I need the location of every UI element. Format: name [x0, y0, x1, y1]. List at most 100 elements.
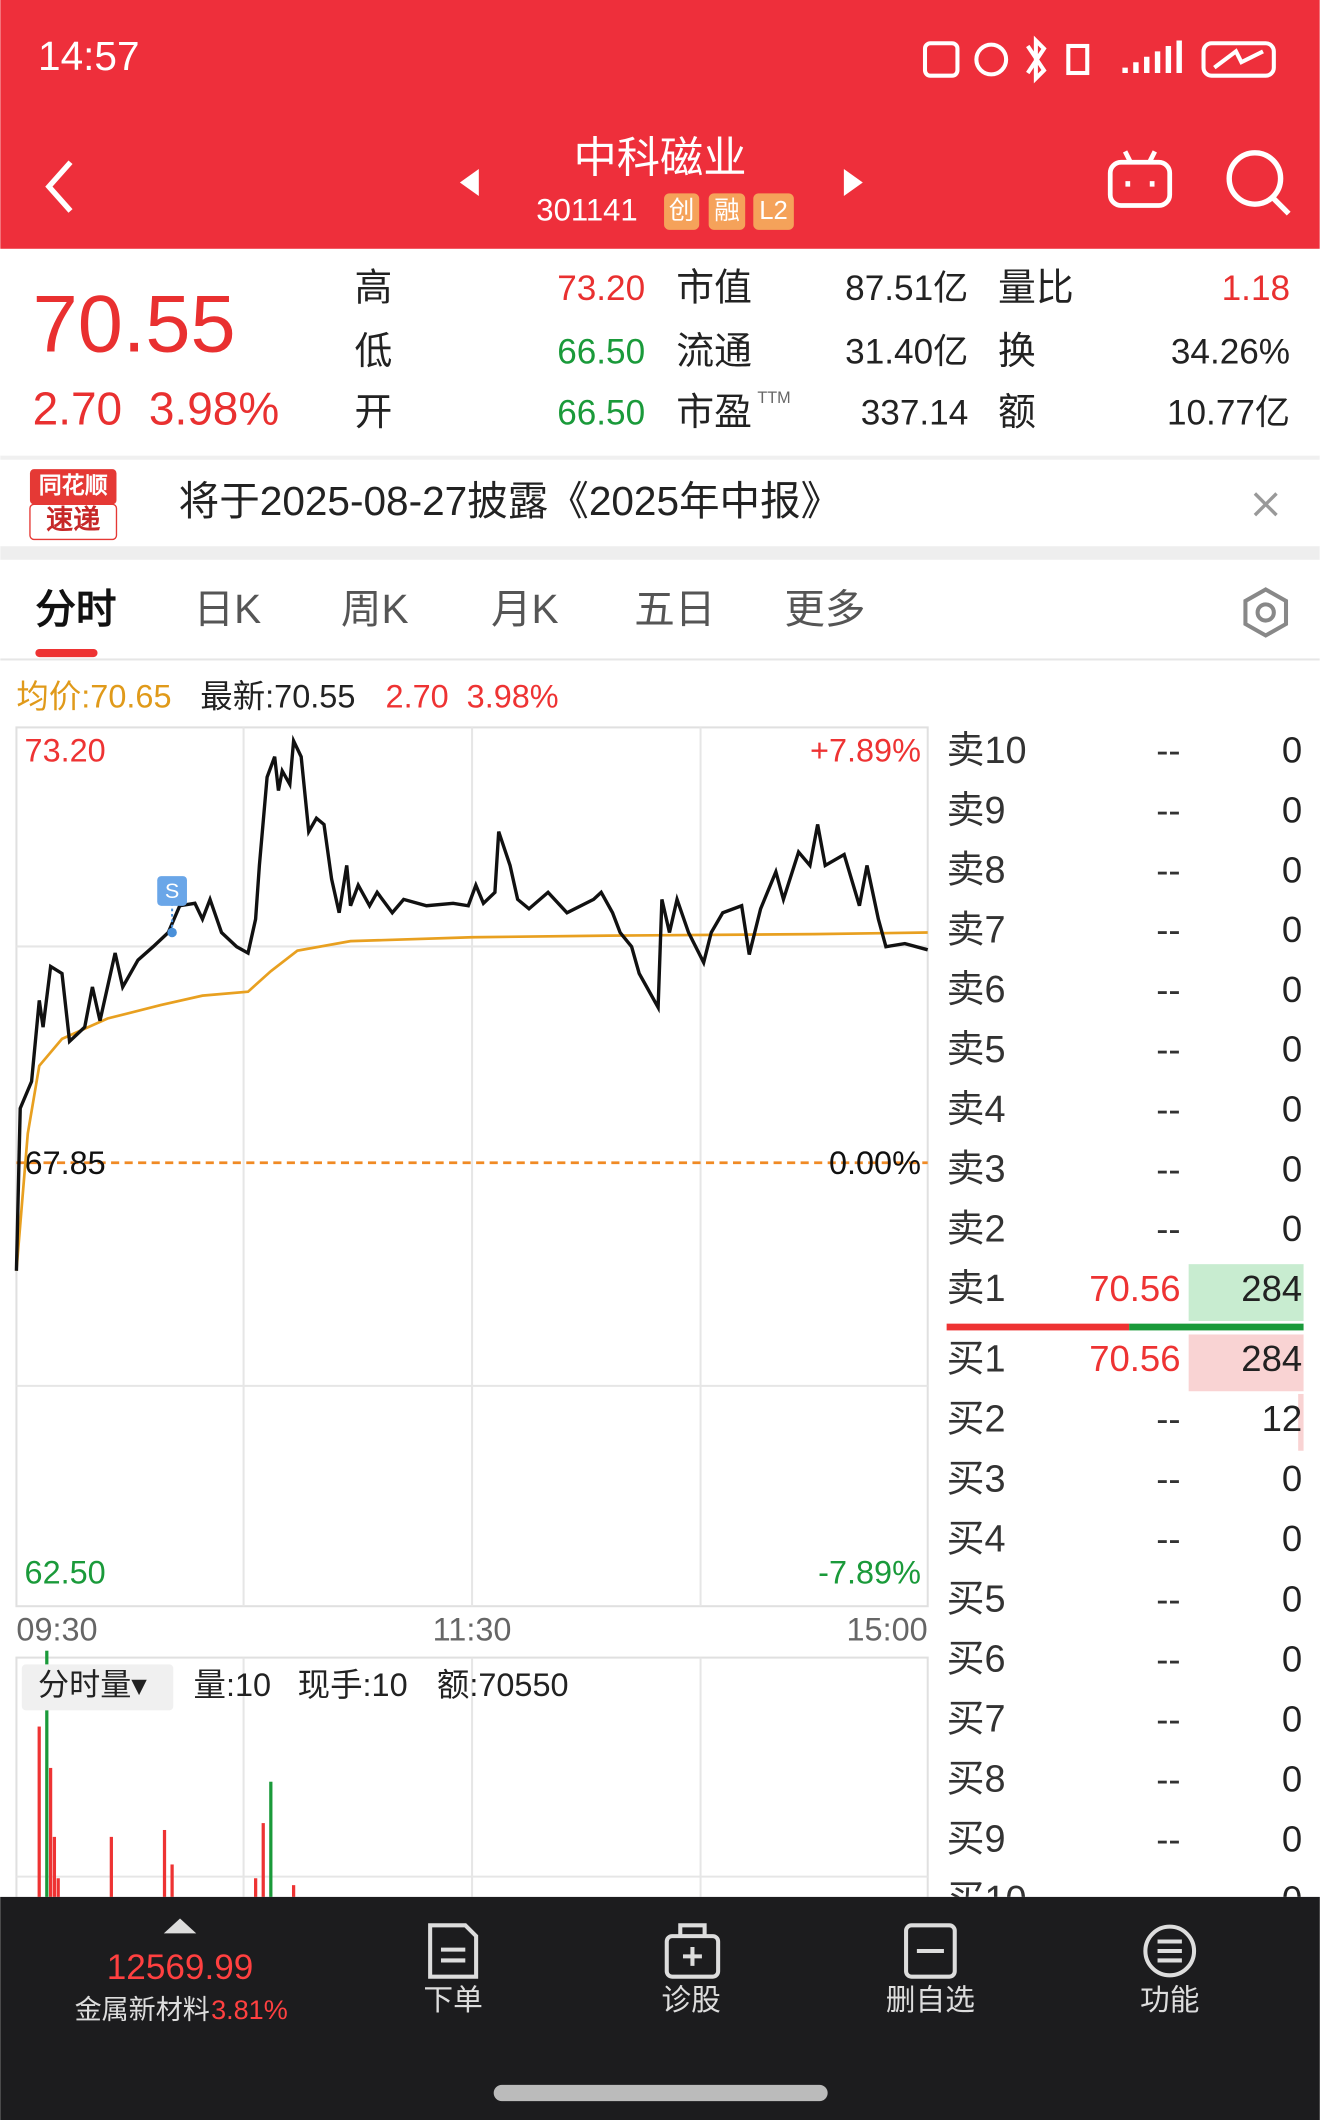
book-label: 卖6	[947, 969, 1006, 1011]
book-label: 买9	[947, 1819, 1006, 1861]
book-volume: 0	[1282, 1148, 1302, 1189]
main-area: 14:57 中科磁业 301141 创融 L2 70.55 2.70 3.98% …	[0, 0, 1320, 1921]
stat-label: 量比	[998, 268, 1074, 310]
book-label: 卖7	[947, 909, 1006, 951]
book-price: --	[1156, 730, 1180, 771]
stat-label: 开	[354, 392, 392, 434]
next-stock[interactable]	[843, 169, 863, 197]
tag: 创	[669, 196, 695, 225]
robot-icon[interactable]	[1107, 150, 1173, 208]
book-price: --	[1156, 1458, 1180, 1499]
book-price: --	[1156, 1578, 1180, 1619]
nav-item[interactable]: 下单	[423, 1984, 482, 2017]
nav-items: 下单 诊股 删自选 功能	[423, 1984, 1199, 2017]
tag: L2	[759, 197, 788, 225]
book-label: 买5	[947, 1579, 1006, 1621]
stat-label: 市值	[676, 268, 752, 310]
book-label: 买8	[947, 1759, 1006, 1801]
status-time: 14:57	[38, 33, 139, 79]
settings-icon[interactable]	[1243, 587, 1289, 638]
book-volume: 284	[1241, 1268, 1302, 1309]
book-price: --	[1156, 1518, 1180, 1559]
settings-icon-center	[1255, 602, 1276, 623]
tab[interactable]: 分时	[35, 586, 116, 632]
book-price: --	[1156, 1398, 1180, 1439]
x-tick-label: 15:00	[847, 1611, 928, 1647]
tab[interactable]: 日K	[194, 586, 262, 632]
book-price: --	[1156, 1878, 1180, 1919]
book-volume: 0	[1282, 1818, 1302, 1859]
y-tick-label: 62.50	[25, 1555, 106, 1591]
price-line	[14, 734, 929, 1271]
tab[interactable]: 月K	[491, 586, 559, 632]
notice-text[interactable]: 将于2025-08-27披露《2025年中报》	[179, 478, 842, 524]
stat-value: 73.20	[557, 269, 645, 308]
volume-info: 现手:10	[298, 1667, 408, 1703]
home-indicator[interactable]	[493, 2084, 828, 2102]
book-volume: 0	[1282, 1878, 1302, 1919]
tag-bg	[753, 193, 794, 230]
ask1-highlight	[1188, 1264, 1304, 1321]
band	[0, 546, 1320, 560]
book-label: 卖1	[947, 1268, 1006, 1310]
y-tick-label: 73.20	[25, 733, 106, 769]
book-volume: 284	[1241, 1338, 1302, 1379]
notice-close[interactable]	[1253, 492, 1278, 517]
intraday-chart: 73.20 67.85 62.50 +7.89% 0.00% -7.89% 09:30 11:…	[14, 726, 929, 1897]
book-price: --	[1156, 909, 1180, 950]
annotation-box[interactable]	[157, 876, 187, 906]
book-price: --	[1156, 1638, 1180, 1679]
volume-tab-bg[interactable]	[21, 1664, 174, 1711]
nav-up-arrow[interactable]	[163, 1918, 197, 1934]
stat-label: 市盈	[676, 392, 752, 434]
price-change: 2.70	[33, 383, 122, 435]
nav-item[interactable]: 功能	[1140, 1984, 1199, 2017]
stat-label: 流通	[676, 331, 752, 373]
volume-bar	[269, 1781, 273, 1897]
book-volume: 0	[1282, 1518, 1302, 1559]
search-icon[interactable]	[1226, 150, 1291, 216]
index-name[interactable]: 金属新材料	[75, 1995, 210, 2025]
tab[interactable]: 五日	[634, 586, 715, 632]
y2-tick-label: 0.00%	[829, 1145, 921, 1181]
book-volume: 0	[1282, 1029, 1302, 1070]
tab[interactable]: 周K	[341, 586, 409, 632]
book-label: 卖10	[947, 730, 1027, 772]
volume-tab[interactable]: 分时量▾	[38, 1668, 147, 1703]
book-price: 70.56	[1089, 1338, 1180, 1379]
index-value[interactable]: 12569.99	[107, 1948, 254, 1987]
nav-item[interactable]: 删自选	[886, 1984, 975, 2017]
prev-stock[interactable]	[459, 169, 479, 197]
tab-underline	[35, 648, 98, 658]
volume-bar	[170, 1864, 174, 1897]
tag-bg	[708, 193, 746, 230]
order-book: 卖10 -- 0卖9 -- 0卖8 -- 0卖7 -- 0卖6 -- 0卖5 -- 0卖4 -- 0卖3 --…	[946, 730, 1304, 1921]
book-label: 买7	[947, 1699, 1006, 1741]
tab[interactable]: 更多	[784, 586, 865, 632]
notice-logo: 同花顺 速递	[29, 469, 118, 541]
stat-value: 66.50	[557, 333, 645, 372]
avg-line	[15, 931, 928, 1271]
book-volume: 0	[1282, 849, 1302, 890]
book-price: --	[1156, 790, 1180, 831]
nav-item[interactable]: 诊股	[661, 1984, 720, 2017]
stat-value: 87.51亿	[845, 269, 968, 308]
book-label: 卖3	[947, 1149, 1006, 1191]
book-label: 买1	[947, 1339, 1006, 1381]
index-percent[interactable]: 3.81%	[211, 1995, 288, 2025]
book-label: 卖5	[947, 1029, 1006, 1071]
annotation-label: S	[165, 878, 179, 903]
book-volume: 0	[1282, 1088, 1302, 1129]
back-button[interactable]	[45, 160, 73, 213]
logo-bottom: 速递	[46, 504, 100, 535]
book-price: --	[1156, 1758, 1180, 1799]
stat-value: 337.14	[861, 393, 968, 432]
book-volume: 0	[1282, 1578, 1302, 1619]
book-volume: 0	[1282, 1758, 1302, 1799]
book-volume: 0	[1282, 969, 1302, 1010]
bid1-highlight	[1188, 1334, 1304, 1392]
book-label: 买10	[947, 1879, 1027, 1921]
volume-bar	[261, 1823, 265, 1897]
